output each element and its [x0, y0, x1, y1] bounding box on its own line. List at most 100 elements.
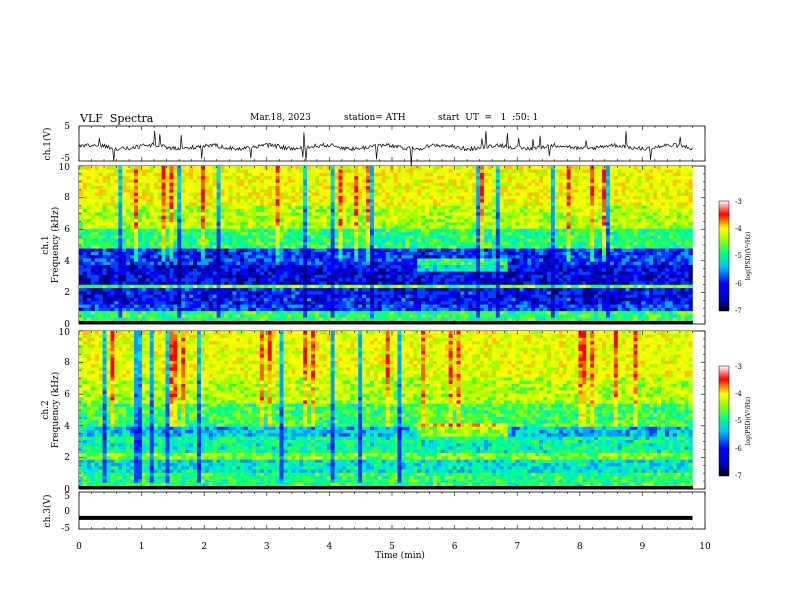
spectrogram-cell — [232, 241, 237, 246]
spectrogram-cell — [224, 195, 229, 200]
spectrogram-cell — [161, 320, 166, 325]
spectrogram-cell — [417, 245, 422, 249]
spectrogram-cell — [122, 205, 127, 210]
spectrogram-cell — [259, 254, 265, 259]
spectrogram-cell — [366, 277, 371, 282]
spectrogram-cell — [476, 254, 481, 259]
spectrogram-cell — [224, 245, 229, 249]
spectrogram-cell — [358, 185, 363, 190]
spectrogram-cell — [263, 215, 269, 219]
spectrogram-cell — [200, 274, 206, 279]
spectrogram-cell — [102, 172, 107, 177]
spectrogram-cell — [252, 294, 257, 298]
spectrogram-cell — [456, 241, 461, 246]
spectrogram-cell — [303, 182, 308, 187]
spectrogram-cell — [409, 202, 414, 206]
spectrogram-cell — [279, 300, 284, 305]
spectrogram-cell — [236, 297, 241, 302]
spectrogram-cell — [417, 314, 422, 318]
spectrogram-cell — [271, 231, 276, 236]
spectrogram-cell — [267, 172, 272, 177]
spectrogram-cell — [259, 235, 265, 239]
spectrogram-cell — [263, 166, 269, 170]
spectrogram-cell — [86, 241, 92, 246]
spectrogram-cell — [102, 268, 107, 272]
spectrogram-cell — [484, 225, 489, 229]
spectrogram-cell — [216, 241, 221, 246]
spectrogram-cell — [240, 294, 245, 298]
spectrogram-cell — [409, 215, 414, 219]
spectrogram-cell — [94, 205, 99, 210]
spectrogram-cell — [468, 320, 473, 325]
spectrogram-cell — [212, 185, 217, 190]
spectrogram-cell — [106, 195, 111, 200]
spectrogram-cell — [228, 268, 233, 272]
spectrogram-cell — [216, 238, 221, 243]
spectrogram-cell — [134, 300, 139, 305]
spectrogram-cell — [377, 221, 383, 226]
spectrogram-cell — [464, 310, 469, 315]
spectrogram-cell — [267, 189, 272, 193]
spectrogram-cell — [98, 284, 103, 289]
spectrogram-cell — [240, 172, 245, 177]
spectrogram-cell — [149, 182, 155, 187]
spectrogram-cell — [362, 268, 367, 272]
spectrogram-cell — [181, 221, 186, 226]
spectrogram-cell — [196, 225, 202, 229]
spectrogram-cell — [358, 175, 363, 180]
spectrogram-cell — [141, 231, 147, 236]
spectrogram-cell — [240, 231, 245, 236]
spectrogram-cell — [208, 195, 213, 200]
spectrogram-cell — [181, 225, 186, 229]
spectrogram-cell — [137, 225, 143, 229]
spectrogram-cell — [185, 268, 190, 272]
spectrogram-cell — [385, 271, 390, 275]
spectrogram-cell — [362, 307, 367, 312]
spectrogram-cell — [307, 231, 312, 236]
spectrogram-cell — [86, 314, 92, 318]
spectrogram-cell — [389, 248, 394, 252]
spectrogram-cell — [275, 268, 280, 272]
spectrogram-cell — [421, 271, 426, 275]
spectrogram-cell — [330, 261, 335, 266]
spectrogram-cell — [401, 300, 406, 305]
spectrogram-cell — [252, 300, 257, 305]
spectrogram-cell — [216, 297, 221, 302]
spectrogram-cell — [444, 212, 449, 216]
spectrogram-cell — [413, 221, 418, 226]
spectrogram-cell — [79, 185, 84, 190]
spectrogram-cell — [318, 248, 324, 252]
spectrogram-cell — [118, 274, 123, 279]
spectrogram-cell — [480, 274, 485, 279]
spectrogram-cell — [232, 291, 237, 295]
spectrogram-cell — [110, 235, 115, 239]
spectrogram-cell — [287, 192, 292, 196]
spectrogram-cell — [358, 192, 363, 196]
spectrogram-cell — [476, 192, 481, 196]
spectrogram-cell — [82, 254, 88, 259]
spectrogram-cell — [134, 212, 139, 216]
spectrogram-cell — [189, 189, 194, 193]
spectrogram-cell — [381, 175, 387, 180]
spectrogram-cell — [480, 208, 485, 213]
ch1-spectrogram-image — [79, 166, 693, 325]
spectrogram-cell — [311, 185, 316, 190]
spectrogram-cell — [86, 212, 92, 216]
spectrogram-cell — [204, 307, 210, 312]
spectrogram-cell — [480, 284, 485, 289]
spectrogram-cell — [177, 307, 182, 312]
spectrogram-cell — [106, 235, 111, 239]
spectrogram-cell — [169, 317, 174, 322]
spectrogram-cell — [134, 261, 139, 266]
spectrogram-cell — [145, 287, 151, 292]
spectrogram-cell — [193, 166, 198, 170]
spectrogram-cell — [346, 192, 351, 196]
spectrogram-cell — [468, 238, 473, 243]
spectrogram-cell — [429, 281, 434, 285]
spectrogram-cell — [204, 179, 210, 183]
spectrogram-cell — [370, 261, 375, 266]
spectrogram-cell — [444, 192, 449, 196]
spectrogram-cell — [460, 284, 465, 289]
spectrogram-cell — [421, 175, 426, 180]
spectrogram-cell — [153, 251, 158, 256]
